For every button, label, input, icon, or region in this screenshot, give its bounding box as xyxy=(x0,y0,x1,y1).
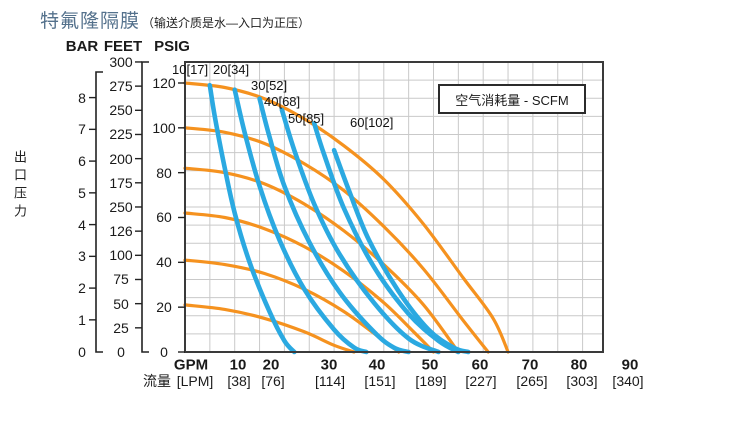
gpm-label: 70 xyxy=(521,356,539,374)
scfm-curve-label: 40[68] xyxy=(264,94,301,109)
air-consumption-curve xyxy=(331,147,471,355)
gpm-label: 80 xyxy=(570,356,588,374)
lpm-label: [38] xyxy=(227,373,251,389)
psig-tick-label: 100 xyxy=(152,119,176,136)
scfm-curve-label: 10[17] xyxy=(172,62,209,77)
feet-tick-label: 75 xyxy=(113,271,129,288)
y-axis-title: 出口压力 xyxy=(12,150,27,222)
psig-tick-label: 120 xyxy=(152,74,176,91)
bar-tick-label: 1 xyxy=(78,311,86,328)
feet-tick-label: 300 xyxy=(109,53,133,70)
legend-box: 空气消耗量 - SCFM xyxy=(438,84,586,114)
feet-tick-label: 100 xyxy=(109,247,133,264)
lpm-label: [265] xyxy=(516,373,548,389)
feet-axis-header: FEET xyxy=(103,38,143,55)
scfm-curve-label: 50[85] xyxy=(288,111,325,126)
psig-tick-label: 60 xyxy=(156,209,172,226)
bar-tick-label: 0 xyxy=(78,343,86,360)
lpm-label: 流量 xyxy=(143,373,171,389)
feet-tick-label: 126 xyxy=(109,223,133,240)
feet-tick-label: 250 xyxy=(109,198,133,215)
feet-tick-label: 225 xyxy=(109,126,133,143)
gpm-label: 50 xyxy=(421,356,439,374)
lpm-label: [151] xyxy=(364,373,396,389)
bar-axis-header: BAR xyxy=(65,38,99,55)
air-consumption-curve xyxy=(279,107,441,355)
gpm-label: 10 xyxy=(229,356,247,374)
gpm-label: 30 xyxy=(320,356,338,374)
feet-tick-label: 200 xyxy=(109,150,133,167)
feet-tick-label: 275 xyxy=(109,78,133,95)
lpm-label: [303] xyxy=(566,373,598,389)
title-row: 特氟隆隔膜 （输送介质是水—入口为正压） xyxy=(40,6,310,33)
page-subtitle: （输送介质是水—入口为正压） xyxy=(142,16,311,30)
bar-tick-label: 6 xyxy=(78,153,86,170)
psig-tick-label: 20 xyxy=(156,299,172,316)
scfm-curve-label: 20[34] xyxy=(213,62,250,77)
bar-tick-label: 4 xyxy=(78,216,86,233)
air-consumption-curve xyxy=(232,87,369,355)
pressure-curve xyxy=(183,303,356,354)
psig-axis-header: PSIG xyxy=(154,38,190,55)
bar-axis xyxy=(95,71,103,353)
pressure-curve xyxy=(183,81,510,354)
air-consumption-curve xyxy=(257,96,411,355)
scfm-curve-label: 60[102] xyxy=(350,115,394,130)
bar-tick-label: 2 xyxy=(78,280,86,297)
feet-tick-label: 175 xyxy=(109,174,133,191)
gpm-label: 20 xyxy=(262,356,280,374)
lpm-label: [114] xyxy=(314,373,346,389)
pressure-curve xyxy=(183,126,490,354)
plot-border xyxy=(184,61,604,353)
psig-tick-label: 80 xyxy=(156,164,172,181)
feet-tick-label: 25 xyxy=(113,319,129,336)
bar-tick-label: 8 xyxy=(78,89,86,106)
pressure-curve xyxy=(183,211,436,354)
bar-tick-label: 5 xyxy=(78,184,86,201)
feet-tick-label: 0 xyxy=(117,344,125,360)
psig-tick-label: 40 xyxy=(156,254,172,271)
lpm-label: [76] xyxy=(261,373,285,389)
bar-tick-label: 7 xyxy=(78,121,86,138)
lpm-label: [340] xyxy=(612,373,644,389)
lpm-label: [LPM] xyxy=(176,373,214,389)
gpm-label: GPM xyxy=(173,356,209,374)
gpm-label: 40 xyxy=(368,356,386,374)
lpm-label: [227] xyxy=(465,373,497,389)
page-title: 特氟隆隔膜 xyxy=(40,11,141,32)
gpm-label: 90 xyxy=(621,356,639,374)
feet-tick-label: 250 xyxy=(109,102,133,119)
lpm-label: [189] xyxy=(415,373,447,389)
legend-label: 空气消耗量 - SCFM xyxy=(455,92,569,108)
feet-axis xyxy=(141,61,149,353)
scfm-curve-label: 30[52] xyxy=(251,78,288,93)
gpm-label: 60 xyxy=(471,356,489,374)
feet-tick-label: 50 xyxy=(113,295,129,312)
air-consumption-curve xyxy=(207,82,297,355)
bar-tick-label: 3 xyxy=(78,248,86,265)
psig-tick-label: 0 xyxy=(160,344,168,360)
